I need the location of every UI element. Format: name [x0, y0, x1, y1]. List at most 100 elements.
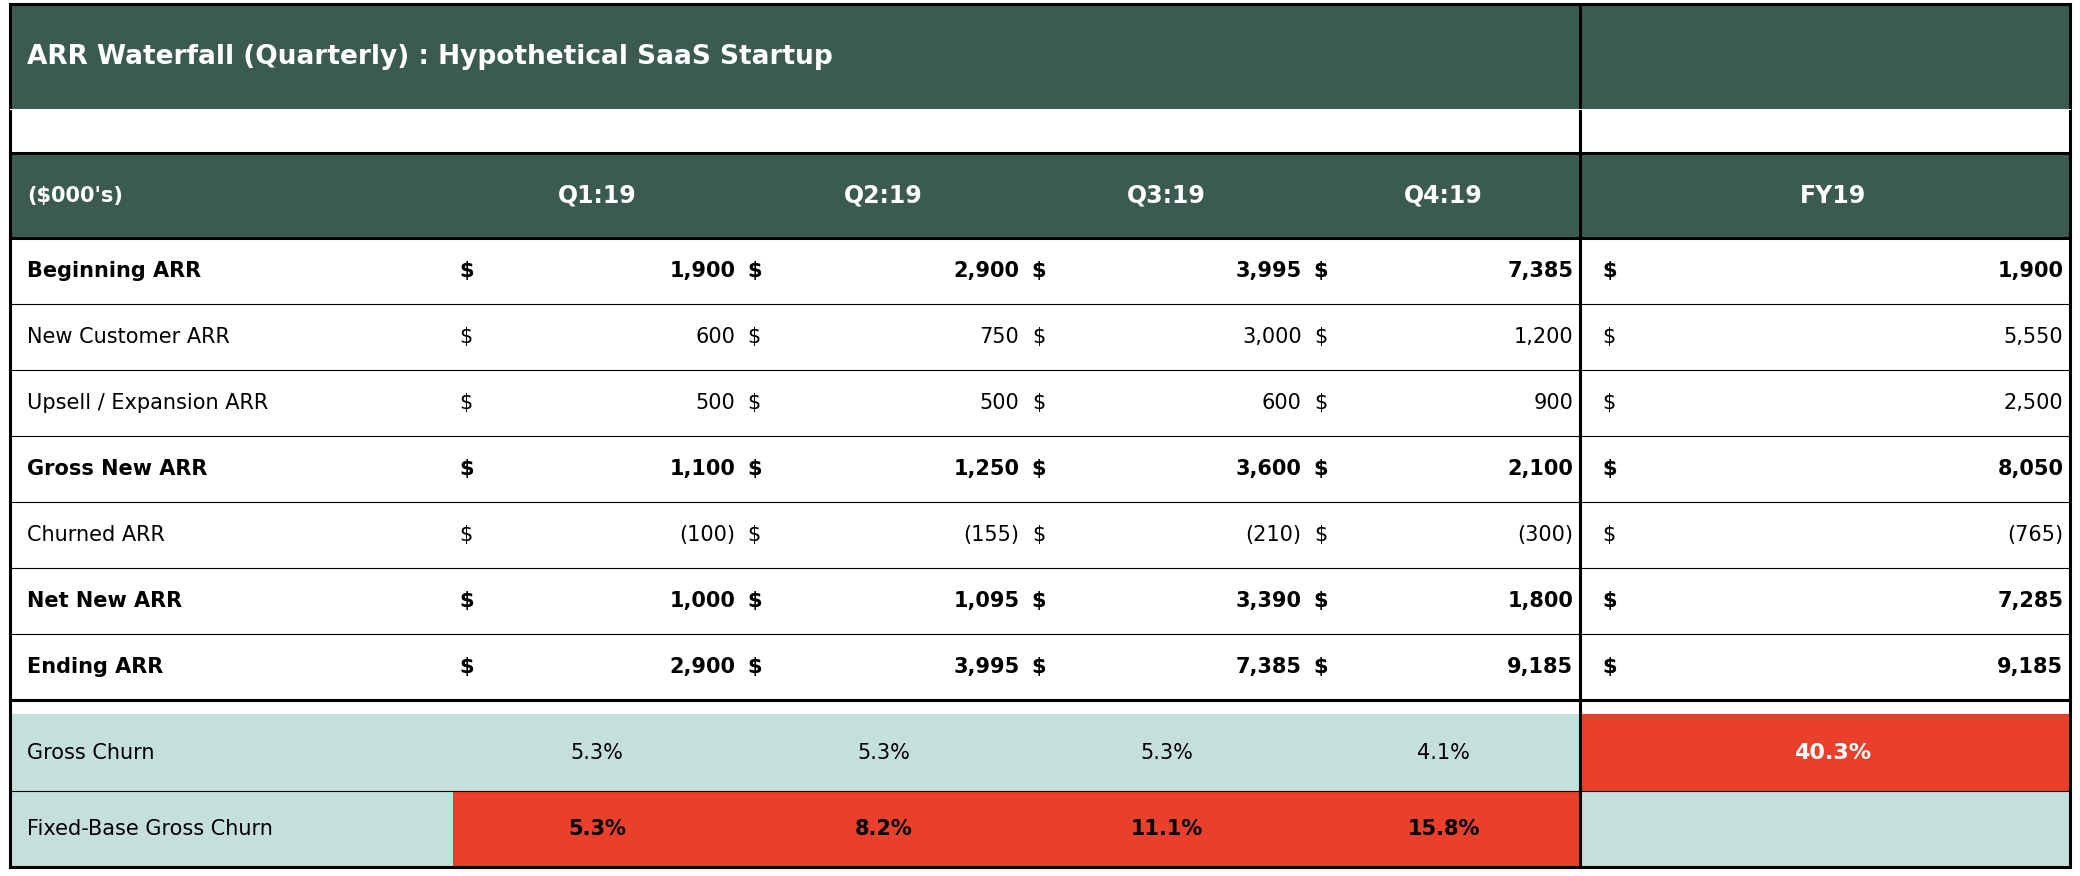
Text: $: $ — [747, 261, 761, 281]
Text: ($000's): ($000's) — [27, 186, 123, 206]
Text: $: $ — [460, 590, 474, 611]
Text: $: $ — [747, 392, 761, 413]
Text: Ending ARR: Ending ARR — [27, 657, 162, 677]
Bar — [1579, 502, 2070, 568]
Text: 2,100: 2,100 — [1508, 459, 1572, 479]
Bar — [1579, 370, 2070, 436]
Text: FY19: FY19 — [1799, 184, 1866, 208]
Text: 600: 600 — [695, 327, 734, 347]
Text: $: $ — [1032, 459, 1046, 479]
Text: $: $ — [1602, 590, 1616, 611]
Text: $: $ — [1602, 525, 1616, 545]
Bar — [10, 109, 1579, 153]
Text: 5.3%: 5.3% — [1140, 743, 1194, 762]
Text: 4.1%: 4.1% — [1416, 743, 1471, 762]
Text: 3,995: 3,995 — [1236, 261, 1302, 281]
Text: 11.1%: 11.1% — [1132, 819, 1202, 839]
Text: 1,900: 1,900 — [1997, 261, 2063, 281]
Text: Fixed-Base Gross Churn: Fixed-Base Gross Churn — [27, 819, 272, 839]
Text: $: $ — [1602, 657, 1616, 677]
Bar — [453, 791, 1579, 867]
Text: 40.3%: 40.3% — [1795, 743, 1872, 762]
Bar — [10, 700, 1579, 714]
Text: $: $ — [747, 657, 761, 677]
Bar — [1579, 4, 2070, 109]
Bar — [1579, 700, 2070, 714]
Text: $: $ — [1032, 590, 1046, 611]
Text: (765): (765) — [2007, 525, 2063, 545]
Text: $: $ — [1315, 261, 1329, 281]
Text: $: $ — [460, 327, 472, 347]
Text: 7,385: 7,385 — [1236, 657, 1302, 677]
Text: $: $ — [460, 657, 474, 677]
Text: 1,095: 1,095 — [953, 590, 1019, 611]
Text: $: $ — [1602, 261, 1616, 281]
Bar — [1579, 568, 2070, 634]
Text: New Customer ARR: New Customer ARR — [27, 327, 229, 347]
Text: (155): (155) — [963, 525, 1019, 545]
Text: Upsell / Expansion ARR: Upsell / Expansion ARR — [27, 392, 268, 413]
Bar — [10, 634, 1579, 700]
Bar — [1579, 304, 2070, 370]
Text: 5.3%: 5.3% — [568, 819, 626, 839]
Text: $: $ — [1315, 525, 1327, 545]
Text: 1,100: 1,100 — [670, 459, 734, 479]
Text: $: $ — [460, 261, 474, 281]
Text: Q2:19: Q2:19 — [844, 184, 924, 208]
Bar — [10, 4, 1579, 109]
Text: Net New ARR: Net New ARR — [27, 590, 181, 611]
Text: 3,600: 3,600 — [1236, 459, 1302, 479]
Bar — [10, 436, 1579, 502]
Text: 7,285: 7,285 — [1997, 590, 2063, 611]
Text: 5.3%: 5.3% — [570, 743, 624, 762]
Text: $: $ — [1602, 459, 1616, 479]
Text: 8.2%: 8.2% — [855, 819, 913, 839]
Bar — [10, 370, 1579, 436]
Text: 5.3%: 5.3% — [857, 743, 909, 762]
Text: $: $ — [1602, 327, 1616, 347]
Text: $: $ — [1315, 657, 1329, 677]
Text: $: $ — [1032, 392, 1044, 413]
Bar — [10, 791, 453, 867]
Text: (100): (100) — [680, 525, 734, 545]
Bar — [10, 153, 1579, 237]
Text: Q4:19: Q4:19 — [1404, 184, 1483, 208]
Text: $: $ — [1315, 392, 1327, 413]
Bar — [10, 714, 1579, 791]
Text: 8,050: 8,050 — [1997, 459, 2063, 479]
Bar — [1579, 436, 2070, 502]
Text: 1,000: 1,000 — [670, 590, 734, 611]
Text: Q3:19: Q3:19 — [1127, 184, 1206, 208]
Text: Gross New ARR: Gross New ARR — [27, 459, 208, 479]
Text: 7,385: 7,385 — [1508, 261, 1572, 281]
Bar — [10, 502, 1579, 568]
Text: Beginning ARR: Beginning ARR — [27, 261, 202, 281]
Text: $: $ — [1032, 261, 1046, 281]
Text: $: $ — [460, 525, 472, 545]
Text: 750: 750 — [980, 327, 1019, 347]
Text: $: $ — [1032, 525, 1044, 545]
Text: Gross Churn: Gross Churn — [27, 743, 154, 762]
Text: 600: 600 — [1263, 392, 1302, 413]
Text: 5,550: 5,550 — [2003, 327, 2063, 347]
Text: Churned ARR: Churned ARR — [27, 525, 164, 545]
Text: 1,900: 1,900 — [670, 261, 734, 281]
Text: 2,900: 2,900 — [670, 657, 734, 677]
Bar — [10, 568, 1579, 634]
Text: 9,185: 9,185 — [1508, 657, 1572, 677]
Text: 500: 500 — [695, 392, 734, 413]
Text: 500: 500 — [980, 392, 1019, 413]
Text: Q1:19: Q1:19 — [557, 184, 636, 208]
Text: $: $ — [1032, 657, 1046, 677]
Text: (300): (300) — [1516, 525, 1572, 545]
Text: $: $ — [1315, 327, 1327, 347]
Text: 1,200: 1,200 — [1514, 327, 1572, 347]
Text: $: $ — [747, 459, 761, 479]
Text: $: $ — [460, 459, 474, 479]
Text: $: $ — [1602, 392, 1616, 413]
Bar — [1579, 153, 2070, 237]
Bar — [10, 237, 1579, 304]
Bar — [1579, 237, 2070, 304]
Bar — [1579, 109, 2070, 153]
Text: 900: 900 — [1533, 392, 1572, 413]
